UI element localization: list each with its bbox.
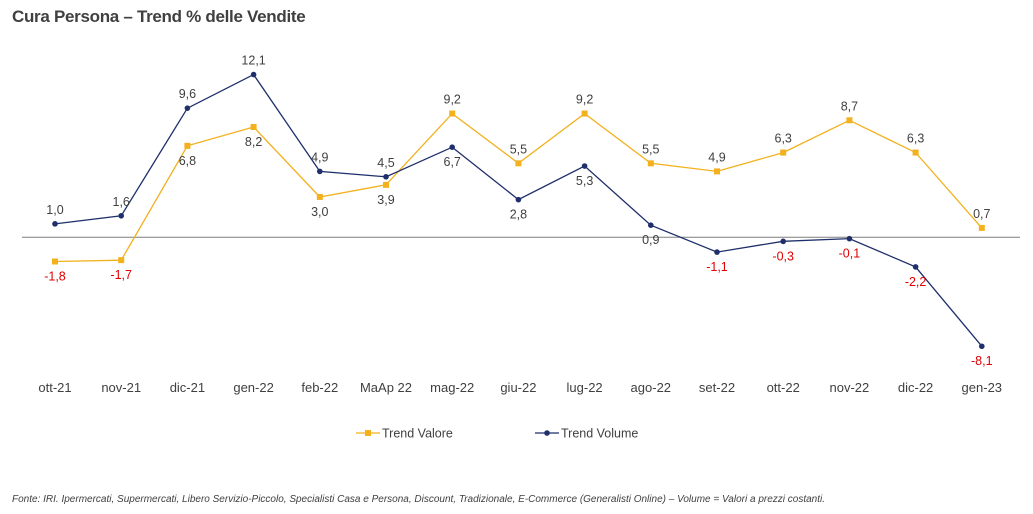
x-tick-label: set-22 [699,380,735,395]
trend-valore-data-label: 9,2 [576,93,593,107]
trend-valore-data-label: 9,2 [444,93,461,107]
trend-volume-data-label: 4,9 [311,150,328,164]
legend: Trend Valore Trend Volume [356,427,638,441]
trend-valore-marker [780,149,787,156]
trend-valore-legend-marker [365,430,371,436]
trend-valore-marker [184,142,191,149]
trend-volume-legend-marker [544,430,550,436]
x-tick-label: dic-22 [898,380,933,395]
trend-volume-legend-label: Trend Volume [561,427,638,441]
trend-valore-marker [383,181,389,188]
series-markers [52,71,985,350]
trend-valore-data-label: 8,7 [841,99,858,113]
trend-valore-data-label: 6,3 [907,132,924,146]
trend-volume-marker [383,173,389,180]
trend-valore-data-label: 8,2 [245,135,262,149]
x-tick-label: ott-21 [38,380,71,395]
trend-volume-marker [118,212,124,219]
x-tick-label: gen-22 [233,380,273,395]
data-labels: -1,8 -1,7 6,8 8,2 3,0 3,9 9,2 5,5 9,2 5,5 4,9 6,3 8,… [44,54,992,369]
x-tick-label: lug-22 [567,380,603,395]
trend-valore-data-label: 6,8 [179,154,196,168]
trend-valore-marker [52,258,58,265]
trend-volume-marker [780,238,786,245]
trend-valore-data-label: 5,5 [642,142,659,156]
trend-valore-marker [714,168,720,175]
trend-volume-data-label: 1,0 [46,203,63,217]
trend-volume-marker [515,196,522,203]
trend-volume-marker [317,168,323,175]
trend-volume-marker [714,249,720,255]
trend-volume-data-label: 1,6 [113,195,130,209]
x-axis-ticks: ott-21 nov-21 dic-21 gen-22 feb-22 MaAp 22 mag… [38,380,1002,395]
trend-valore-data-label: -1,7 [110,268,132,282]
trend-volume-marker [912,264,919,270]
trend-volume-data-label: -8,1 [971,354,993,368]
trend-valore-data-label: 5,5 [510,142,527,156]
x-tick-label: giu-22 [500,380,536,395]
trend-volume-data-label: 9,6 [179,87,196,101]
trend-volume-data-label: -0,1 [839,247,861,261]
x-tick-label: dic-21 [170,380,205,395]
x-tick-label: MaAp 22 [360,380,412,395]
trend-valore-marker [118,257,125,264]
trend-volume-data-label: 2,8 [510,208,527,222]
trend-valore-marker [912,149,919,156]
trend-valore-marker [581,110,588,117]
trend-valore-data-label: 0,7 [973,207,990,221]
trend-volume-marker [979,343,985,350]
trend-valore-data-label: 3,0 [311,205,328,219]
trend-volume-data-label: -1,1 [706,260,728,274]
trend-volume-marker [250,71,257,78]
x-tick-label: feb-22 [301,380,338,395]
trend-volume-marker [184,105,191,111]
trend-valore-data-label: 4,9 [708,150,725,164]
trend-volume-data-label: -0,3 [772,249,794,263]
trend-volume-data-label: 6,7 [444,155,461,169]
trend-valore-data-label: 3,9 [377,193,394,207]
x-tick-label: gen-23 [962,380,1002,395]
trend-volume-data-label: 12,1 [241,54,265,68]
x-tick-label: nov-21 [101,380,141,395]
trend-valore-marker [978,224,985,231]
trend-valore-marker [846,117,853,124]
trend-volume-marker [449,144,456,150]
trend-valore-marker [316,193,323,200]
trend-valore-marker [647,160,654,167]
trend-volume-marker [52,221,58,227]
trend-valore-data-label: -1,8 [44,270,66,284]
trend-valore-marker [515,160,522,167]
x-tick-label: ott-22 [767,380,800,395]
trend-volume-data-label: -2,2 [905,275,927,289]
x-tick-label: nov-22 [830,380,870,395]
trend-valore-legend-label: Trend Valore [382,427,453,441]
trend-valore-data-label: 6,3 [775,132,792,146]
trend-volume-data-label: 0,9 [642,233,659,247]
chart-title: Cura Persona – Trend % delle Vendite [12,7,306,26]
footnote: Fonte: IRI. Ipermercati, Supermercati, L… [12,494,826,505]
x-tick-label: ago-22 [631,380,671,395]
trend-volume-marker [581,163,588,169]
trend-volume-data-label: 5,3 [576,174,593,188]
trend-volume-marker [648,222,654,228]
trend-volume-marker [846,235,853,242]
trend-volume-data-label: 4,5 [377,156,394,170]
x-tick-label: mag-22 [430,380,474,395]
trend-valore-marker [449,110,456,117]
trend-valore-marker [250,124,257,131]
